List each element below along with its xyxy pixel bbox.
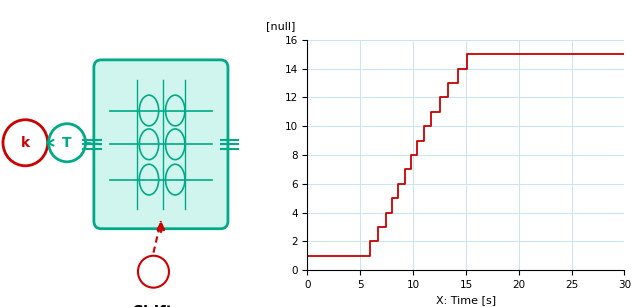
Text: k: k (21, 136, 30, 150)
X-axis label: X: Time [s]: X: Time [s] (436, 295, 496, 305)
Text: T: T (62, 136, 72, 150)
Text: Shift: Shift (133, 305, 174, 307)
Text: [null]: [null] (266, 21, 295, 31)
FancyBboxPatch shape (94, 60, 228, 229)
